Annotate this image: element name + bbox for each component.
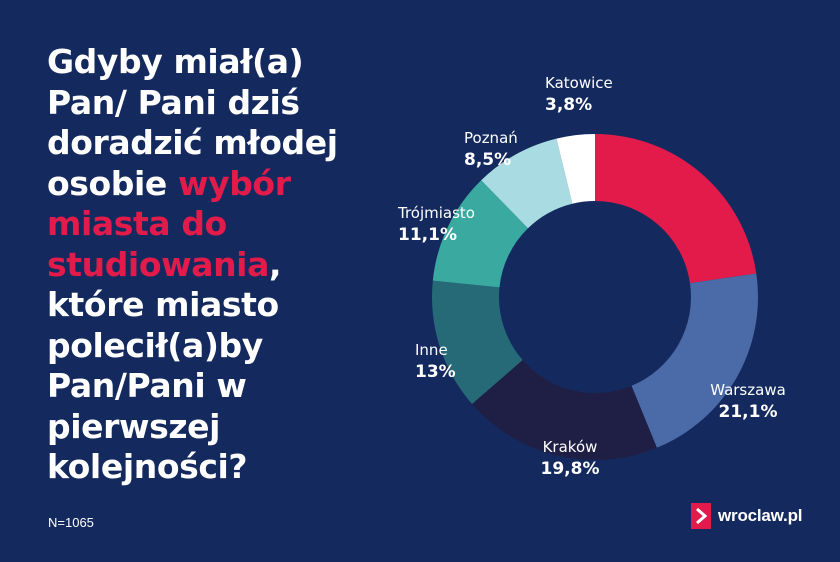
sample-size-note: N=1065 [48, 515, 94, 530]
slice-label-value: 13% [415, 362, 456, 382]
slice-label-value: 11,1% [398, 225, 457, 245]
donut-slice-3 [472, 360, 657, 460]
donut-slice-5 [432, 180, 528, 288]
brand-name: wroclaw.pl [718, 506, 803, 525]
slice-label-value: 19,8% [541, 459, 600, 479]
slice-label-value: 3,8% [545, 95, 592, 115]
donut-slice-7 [556, 134, 595, 204]
slice-label-value: 21,1% [719, 402, 778, 422]
donut-slice-6 [481, 138, 573, 229]
donut-slice-4 [432, 280, 523, 405]
slice-label-value: 8,5% [464, 150, 511, 170]
donut-slice-2 [631, 273, 758, 448]
slice-label-name: Inne [415, 341, 448, 359]
slice-label-name: Kraków [543, 438, 598, 456]
slice-label-name: Trójmiasto [397, 204, 475, 222]
slice-label-name: Warszawa [710, 381, 786, 399]
question-text-part1: Gdyby miał(a) Pan/ Pani dziś doradzić mł… [47, 42, 338, 203]
slice-label-name: Poznań [464, 129, 518, 147]
question-heading: Gdyby miał(a) Pan/ Pani dziś doradzić mł… [47, 42, 387, 488]
donut-slice-1 [595, 134, 757, 284]
brand-logo[interactable]: wroclaw.pl [691, 503, 802, 529]
question-highlight: wybór miasta do studiowania [47, 163, 291, 284]
question-text-part2: , które miasto polecił(a)by Pan/Pani w p… [47, 244, 282, 487]
slice-label-name: Katowice [545, 74, 613, 92]
chevron-right-icon [691, 503, 711, 529]
